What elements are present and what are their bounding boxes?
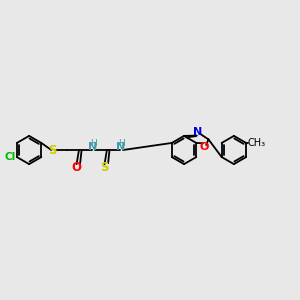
- Text: Cl: Cl: [5, 152, 16, 162]
- Text: O: O: [199, 142, 208, 152]
- Text: S: S: [100, 161, 108, 174]
- Text: CH₃: CH₃: [248, 138, 266, 148]
- Text: S: S: [48, 143, 57, 157]
- Text: H: H: [118, 139, 124, 148]
- Text: N: N: [116, 142, 126, 152]
- Text: H: H: [90, 139, 97, 148]
- Text: O: O: [71, 161, 81, 174]
- Text: N: N: [193, 127, 203, 137]
- Text: N: N: [88, 142, 98, 152]
